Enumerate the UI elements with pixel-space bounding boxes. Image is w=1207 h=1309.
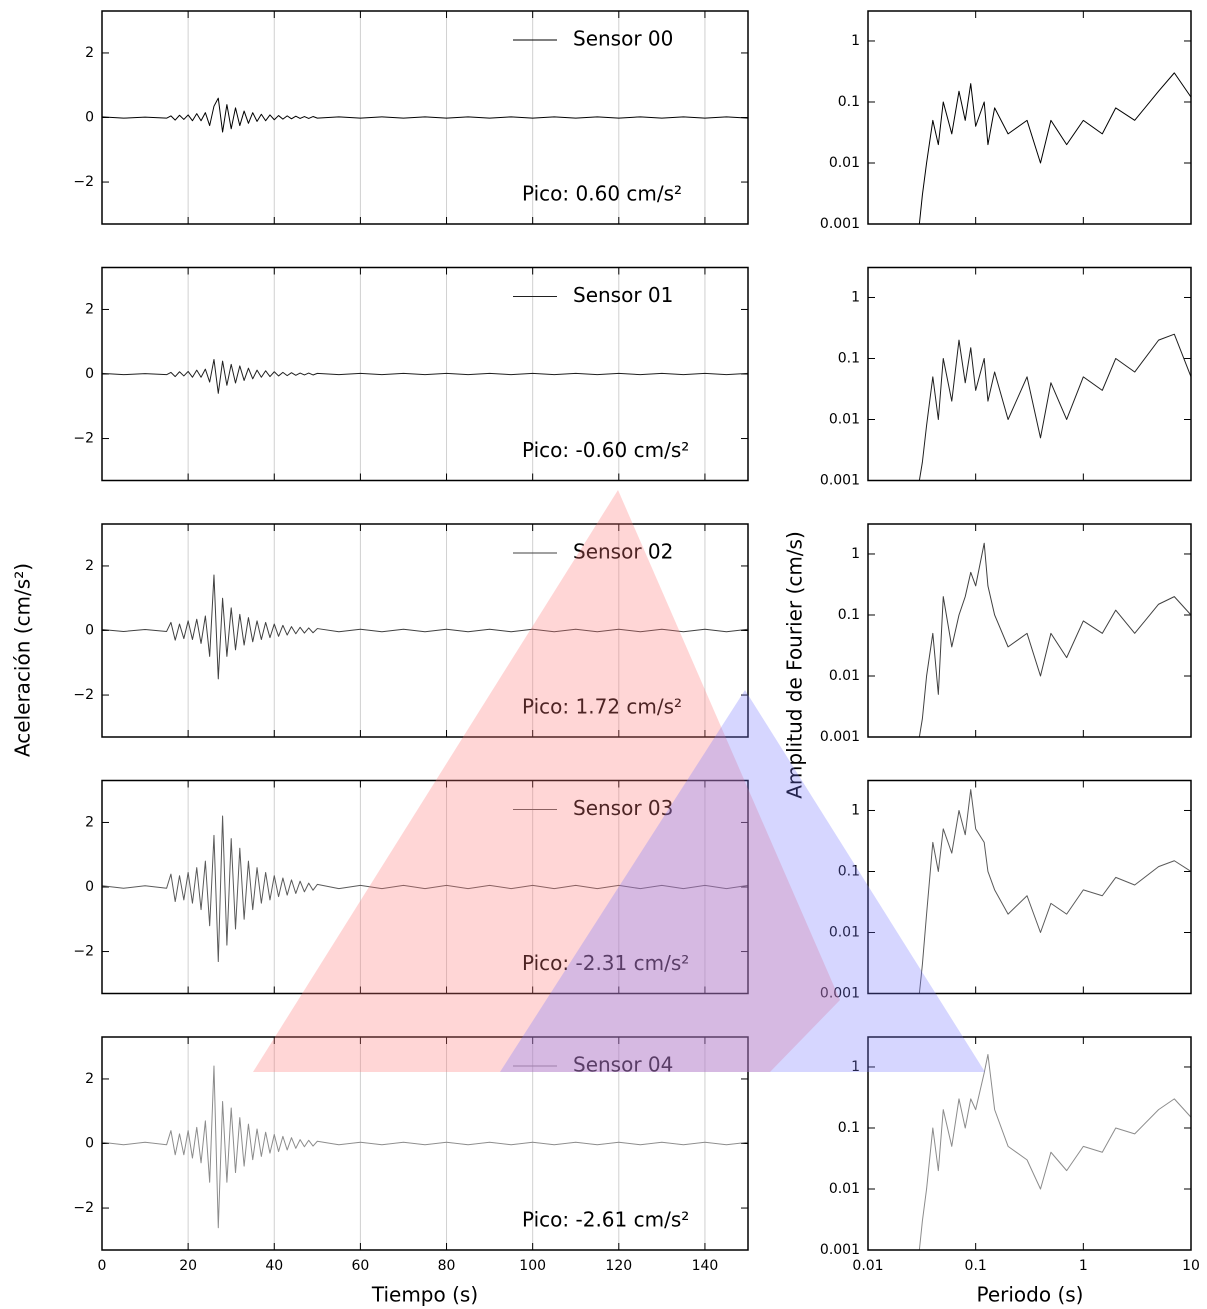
series-line (918, 789, 1192, 994)
x-tick-label: 60 (351, 1258, 369, 1274)
series-line (918, 1054, 1192, 1251)
peak-annotation: Pico: -0.60 cm/s² (522, 438, 689, 462)
y-tick-label: 0.01 (829, 1181, 860, 1197)
peak-annotation: Pico: 0.60 cm/s² (522, 182, 682, 206)
x-tick-label: 100 (519, 1258, 546, 1274)
x-tick-label: 140 (692, 1258, 719, 1274)
series-line (101, 574, 749, 680)
y-tick-label: 0.01 (829, 924, 860, 940)
peak-annotation: Pico: -2.61 cm/s² (522, 1208, 689, 1232)
plot-frame (867, 266, 1192, 482)
y-tick-label: 2 (85, 814, 94, 830)
y-tick-label: 0.1 (838, 1120, 860, 1136)
y-tick-label: 0.001 (820, 986, 860, 1002)
x-tick-label: 20 (179, 1258, 197, 1274)
y-tick-label: 2 (85, 301, 94, 317)
series-line (918, 542, 1192, 738)
y-tick-label: 0.001 (820, 473, 860, 489)
y-tick-label: −2 (73, 944, 94, 960)
plot-frame (101, 779, 749, 995)
x-axis-label: Periodo (s) (977, 1283, 1084, 1307)
plot-frame (867, 10, 1192, 225)
plot-frame (101, 1036, 749, 1251)
legend-label: Sensor 03 (573, 796, 673, 820)
y-tick-label: 1 (851, 33, 860, 49)
series-line (101, 1065, 749, 1229)
plot-frame (867, 523, 1192, 738)
plot-frame (867, 779, 1192, 995)
y-axis-label: Aceleración (cm/s²) (11, 563, 35, 757)
y-tick-label: 0.1 (838, 350, 860, 366)
y-tick-label: 1 (851, 546, 860, 562)
x-tick-label: 0.01 (852, 1258, 883, 1274)
y-tick-label: 0.001 (820, 729, 860, 745)
y-tick-label: 0 (85, 110, 94, 126)
y-tick-label: 0.01 (829, 411, 860, 427)
y-tick-label: 0.1 (838, 94, 860, 110)
peak-annotation: Pico: -2.31 cm/s² (522, 951, 689, 975)
legend-label: Sensor 01 (573, 283, 673, 307)
y-tick-label: 0.1 (838, 607, 860, 623)
y-tick-label: 0.1 (838, 863, 860, 879)
y-tick-label: −2 (73, 174, 94, 190)
plot-frame (101, 523, 749, 738)
y-tick-label: −2 (73, 431, 94, 447)
series-line (918, 333, 1192, 481)
y-axis-label: Amplitud de Fourier (cm/s) (783, 531, 807, 799)
x-axis-label: Tiempo (s) (371, 1283, 478, 1307)
y-tick-label: 0.001 (820, 1242, 860, 1258)
y-tick-label: 0 (85, 366, 94, 382)
peak-annotation: Pico: 1.72 cm/s² (522, 695, 682, 719)
y-tick-label: 1 (851, 289, 860, 305)
x-tick-label: 40 (265, 1258, 283, 1274)
y-tick-label: 2 (85, 1071, 94, 1087)
series-line (101, 815, 749, 963)
legend-label: Sensor 00 (573, 27, 673, 51)
watermark-blue (500, 690, 985, 1072)
series-line (918, 72, 1192, 225)
x-tick-label: 0.1 (965, 1258, 987, 1274)
y-tick-label: −2 (73, 1200, 94, 1216)
x-tick-label: 1 (1079, 1258, 1088, 1274)
y-tick-label: 2 (85, 45, 94, 61)
legend-label: Sensor 04 (573, 1053, 673, 1077)
y-tick-label: 0 (85, 623, 94, 639)
y-tick-label: 2 (85, 558, 94, 574)
y-tick-label: 0 (85, 1136, 94, 1152)
series-line (101, 358, 749, 394)
y-tick-label: −2 (73, 687, 94, 703)
y-tick-label: 0.01 (829, 155, 860, 171)
legend-label: Sensor 02 (573, 540, 673, 564)
y-tick-label: 0.001 (820, 216, 860, 232)
y-tick-label: 0 (85, 879, 94, 895)
plot-frame (101, 10, 749, 225)
series-line (101, 97, 749, 133)
x-tick-label: 120 (605, 1258, 632, 1274)
x-tick-label: 10 (1182, 1258, 1200, 1274)
y-tick-label: 0.01 (829, 668, 860, 684)
x-tick-label: 0 (98, 1258, 107, 1274)
plot-frame (867, 1036, 1192, 1251)
y-tick-label: 1 (851, 802, 860, 818)
y-tick-label: 1 (851, 1059, 860, 1075)
plot-frame (101, 266, 749, 482)
x-tick-label: 80 (438, 1258, 456, 1274)
